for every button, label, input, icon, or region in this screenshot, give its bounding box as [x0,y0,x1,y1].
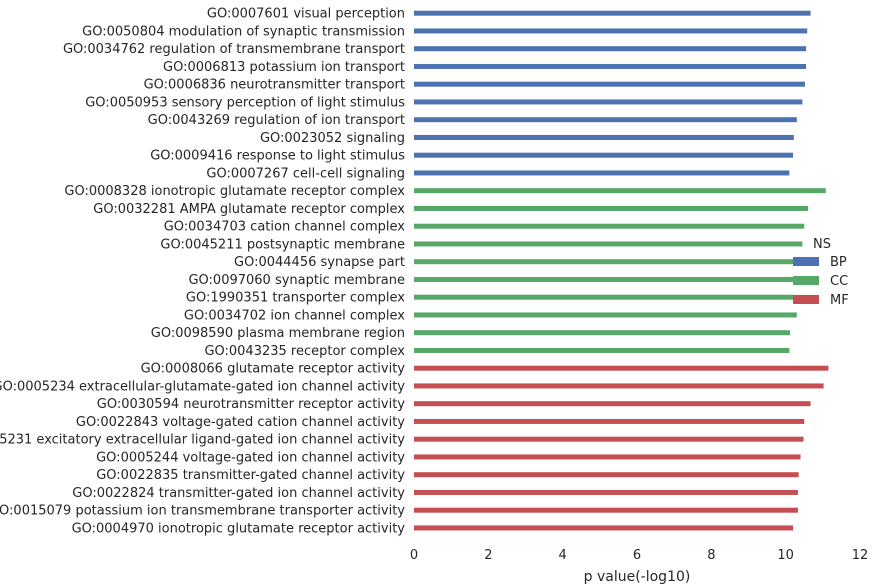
y-tick-label: GO:0006836 neurotransmitter transport [144,78,405,93]
y-tick-labels: GO:0007601 visual perception GO:0050804 m… [0,7,405,537]
legend-title: NS [813,237,831,252]
y-tick-label: GO:0022835 transmitter-gated channel act… [96,468,405,483]
legend-swatch-cc [793,276,819,285]
bar-cc [414,259,795,265]
y-tick-label: GO:0043235 receptor complex [204,344,405,359]
x-tick-label: 10 [777,548,794,563]
bar-cc [414,312,797,318]
bar-cc [414,241,803,247]
y-tick-label: GO:0005234 extracellular-glutamate-gated… [0,379,405,394]
bar-mf [414,418,805,424]
y-tick-label: GO:0030594 neurotransmitter receptor act… [97,397,406,412]
y-tick-label: GO:0034702 ion channel complex [184,308,405,323]
y-tick-label: GO:0044456 synapse part [234,255,405,270]
x-tick-label: 0 [410,548,418,563]
y-tick-label: GO:1990351 transporter complex [186,291,405,306]
bar-bp [414,63,807,69]
y-tick-label: GO:0032281 AMPA glutamate receptor compl… [93,202,405,217]
y-tick-label: GO:0007267 cell-cell signaling [206,166,405,181]
bar-bp [414,170,790,176]
y-tick-label: GO:0006813 potassium ion transport [163,60,405,75]
bar-mf [414,401,811,407]
bar-bp [414,28,808,34]
y-tick-label: GO:0005244 voltage-gated ion channel act… [96,450,405,465]
legend-swatch-bp [793,257,819,266]
bar-mf [414,436,804,442]
bar-mf [414,525,794,531]
x-tick-label: 12 [852,548,869,563]
y-tick-label: GO:0008328 ionotropic glutamate receptor… [64,184,405,199]
y-tick-label: GO:0023052 signaling [260,131,405,146]
bars-group [414,10,829,531]
legend-swatch-mf [793,295,819,304]
y-tick-label: GO:0050953 sensory perception of light s… [85,95,405,110]
y-tick-label: GO:0009416 response to light stimulus [150,149,405,164]
bar-bp [414,99,803,105]
bar-cc [414,330,791,336]
bar-mf [414,489,798,495]
bar-bp [414,117,797,123]
x-tick-label: 4 [559,548,567,563]
x-tick-label: 2 [484,548,492,563]
y-tick-label: GO:0098590 plasma membrane region [151,326,405,341]
bar-mf [414,472,799,478]
bar-mf [414,454,801,460]
x-tick-label: 6 [633,548,641,563]
bar-cc [414,294,794,300]
y-tick-label: GO:0004970 ionotropic glutamate receptor… [72,521,406,536]
y-tick-label: GO:0005231 excitatory extracellular liga… [0,433,405,448]
y-tick-label: GO:0043269 regulation of ion transport [148,113,405,128]
y-tick-label: GO:0050804 modulation of synaptic transm… [82,24,405,39]
y-tick-label: GO:0045211 postsynaptic membrane [160,237,405,252]
bar-bp [414,10,811,16]
legend-label-mf: MF [830,293,849,308]
bar-mf [414,365,829,371]
bar-bp [414,134,794,140]
bar-cc [414,188,826,194]
y-tick-label: GO:0007601 visual perception [207,7,405,22]
y-tick-label: GO:0034762 regulation of transmembrane t… [63,42,405,57]
legend-label-cc: CC [830,274,848,289]
y-tick-label: GO:0022824 transmitter-gated ion channel… [72,486,405,501]
bar-cc [414,205,808,211]
bar-cc [414,347,790,353]
legend-label-bp: BP [830,255,847,270]
x-tick-labels: 0 2 4 6 8 10 12 [410,548,868,563]
bar-mf [414,507,798,513]
bar-cc [414,276,795,282]
y-tick-label: GO:0034703 cation channel complex [164,220,406,235]
x-tick-label: 8 [707,548,715,563]
bar-bp [414,81,805,87]
y-tick-label: GO:0008066 glutamate receptor activity [141,362,406,377]
bar-bp [414,152,794,158]
legend: NS BP CC MF [793,237,849,308]
bar-bp [414,46,807,52]
y-tick-label: GO:0022843 voltage-gated cation channel … [76,415,405,430]
y-tick-label: GO:0097060 synaptic membrane [188,273,405,288]
bar-cc [414,223,805,229]
x-axis-label: p value(-log10) [584,569,691,585]
bar-mf [414,383,824,389]
y-tick-label: GO:0015079 potassium ion transmembrane t… [0,504,405,519]
